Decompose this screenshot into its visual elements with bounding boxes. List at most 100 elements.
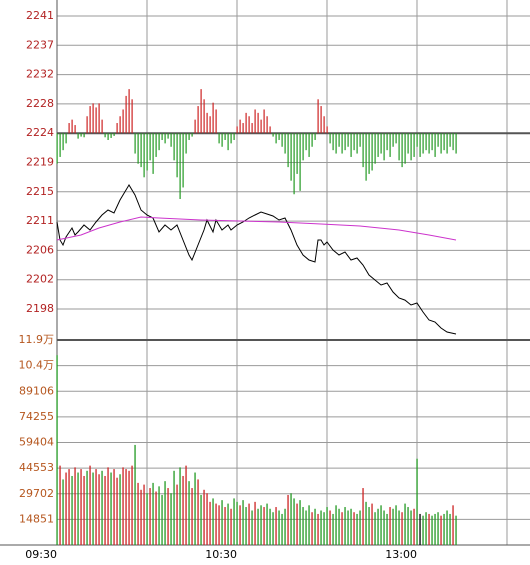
pressure-bar xyxy=(104,133,106,138)
volume-bar xyxy=(344,507,346,545)
pressure-bar xyxy=(149,133,151,161)
volume-bar xyxy=(299,500,301,545)
pressure-bar xyxy=(65,133,67,144)
pressure-bar xyxy=(326,126,328,134)
pressure-bar xyxy=(266,116,268,134)
volume-bar xyxy=(257,508,259,545)
pressure-bar xyxy=(248,116,250,134)
pressure-bar xyxy=(416,133,418,147)
volume-bar xyxy=(119,474,121,545)
volume-bar xyxy=(104,475,106,545)
pressure-bar xyxy=(158,133,160,151)
pressure-bar xyxy=(347,133,349,147)
volume-bar xyxy=(56,355,58,545)
volume-bar xyxy=(452,505,454,545)
pressure-bar xyxy=(215,109,217,134)
pressure-bar xyxy=(287,133,289,168)
pressure-bar xyxy=(134,133,136,154)
pressure-bar xyxy=(425,133,427,151)
pressure-bar xyxy=(284,133,286,154)
pressure-bar xyxy=(179,133,181,199)
volume-bar xyxy=(176,484,178,545)
pressure-bar xyxy=(419,133,421,157)
volume-bar xyxy=(350,508,352,545)
pressure-bar xyxy=(107,133,109,140)
pressure-bar xyxy=(209,116,211,134)
volume-bar xyxy=(419,513,421,545)
volume-tick-label: 10.4万 xyxy=(19,359,55,372)
volume-bar xyxy=(65,472,67,545)
volume-bar xyxy=(74,467,76,545)
x-tick-label: 10:30 xyxy=(205,548,237,561)
volume-bar xyxy=(227,503,229,545)
volume-bar xyxy=(365,501,367,545)
volume-bar xyxy=(296,503,298,545)
pressure-bar xyxy=(449,133,451,147)
volume-bar xyxy=(356,513,358,545)
pressure-bar xyxy=(263,109,265,134)
pressure-bar xyxy=(224,133,226,140)
pressure-bar xyxy=(383,133,385,161)
pressure-bar xyxy=(353,133,355,151)
pressure-bar xyxy=(113,133,115,136)
pressure-bar xyxy=(368,133,370,174)
volume-bar xyxy=(437,512,439,545)
volume-bar xyxy=(179,467,181,545)
pressure-bar xyxy=(332,133,334,151)
pressure-bar xyxy=(128,89,130,134)
pressure-bar xyxy=(305,133,307,151)
pressure-bar xyxy=(74,125,76,134)
volume-bar xyxy=(134,444,136,545)
volume-bar xyxy=(266,503,268,545)
pressure-bar xyxy=(59,133,61,157)
y-tick-label: 2224 xyxy=(26,126,54,139)
pressure-bar xyxy=(194,119,196,134)
pressure-bar xyxy=(377,133,379,157)
pressure-bar xyxy=(440,133,442,154)
pressure-bar xyxy=(428,133,430,154)
volume-bar xyxy=(311,512,313,545)
volume-bar xyxy=(377,508,379,545)
pressure-bar xyxy=(341,133,343,154)
volume-bar xyxy=(320,510,322,545)
pressure-bar xyxy=(323,116,325,134)
volume-bar xyxy=(248,503,250,545)
pressure-bar xyxy=(110,133,112,138)
volume-bar xyxy=(167,488,169,545)
pressure-bar xyxy=(254,109,256,134)
pressure-bar xyxy=(155,133,157,157)
volume-bar xyxy=(341,512,343,545)
y-tick-label: 2215 xyxy=(26,185,54,198)
volume-bar xyxy=(131,465,133,545)
volume-bar xyxy=(287,494,289,545)
pressure-bar xyxy=(152,133,154,174)
pressure-bar xyxy=(356,133,358,154)
pressure-bar xyxy=(302,133,304,161)
volume-bar xyxy=(416,458,418,545)
volume-bar xyxy=(239,505,241,545)
pressure-bar xyxy=(116,123,118,134)
pressure-bar xyxy=(89,106,91,134)
pressure-bar xyxy=(431,133,433,151)
volume-bar xyxy=(152,482,154,545)
volume-tick-label: 14851 xyxy=(19,512,54,525)
pressure-bar xyxy=(242,123,244,134)
volume-bar xyxy=(386,513,388,545)
pressure-bar xyxy=(335,133,337,154)
pressure-bar xyxy=(413,133,415,157)
pressure-bar xyxy=(293,133,295,195)
volume-bar xyxy=(284,508,286,545)
volume-bar xyxy=(395,505,397,545)
pressure-bar xyxy=(83,133,85,138)
pressure-bar xyxy=(272,133,274,137)
volume-bar xyxy=(191,488,193,545)
pressure-bar xyxy=(257,112,259,134)
volume-bar xyxy=(194,472,196,545)
volume-bar xyxy=(197,479,199,545)
volume-bar xyxy=(149,488,151,545)
volume-bar xyxy=(77,472,79,545)
volume-bar xyxy=(137,482,139,545)
volume-bar xyxy=(401,512,403,545)
volume-bar xyxy=(68,469,70,545)
